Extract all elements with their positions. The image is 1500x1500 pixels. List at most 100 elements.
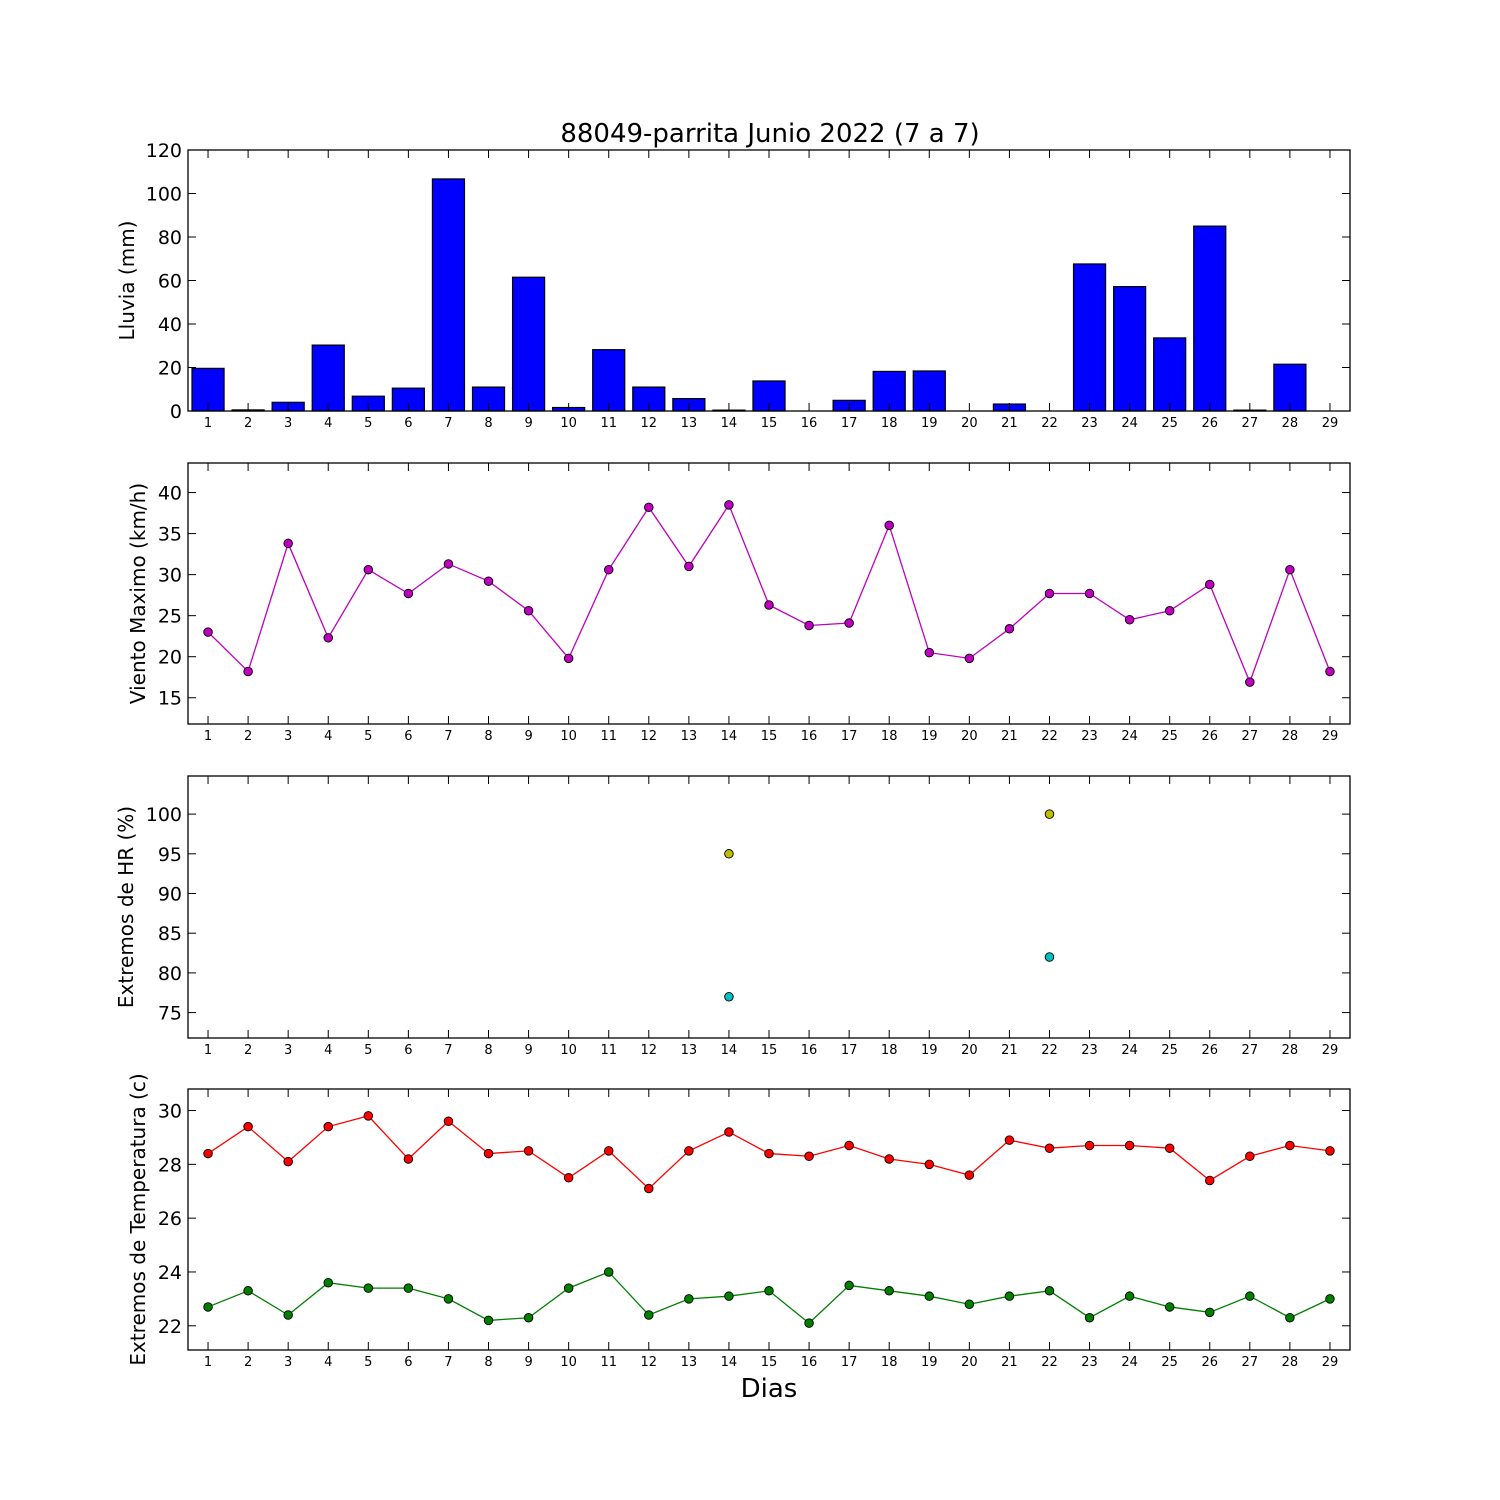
x-tick-label: 17 (841, 1355, 858, 1370)
x-tick-label: 20 (961, 729, 978, 744)
point-s1-day-17 (844, 618, 854, 628)
point-s1-day-14 (724, 849, 734, 859)
x-tick-label: 22 (1041, 1355, 1058, 1370)
x-tick-label: 17 (841, 416, 858, 431)
x-tick-label: 28 (1282, 1355, 1299, 1370)
x-tick-label: 5 (364, 729, 372, 744)
point-s1-day-26 (1205, 579, 1215, 590)
y-tick-label: 30 (158, 565, 182, 587)
x-tick-label: 15 (761, 416, 778, 431)
y-axis-label: Extremos de HR (%) (114, 806, 138, 1008)
x-tick-label: 21 (1001, 729, 1018, 744)
x-tick-label: 16 (801, 729, 818, 744)
point-s2-day-5 (363, 1283, 374, 1293)
point-s1-day-4 (323, 633, 333, 643)
x-tick-label: 14 (721, 729, 738, 744)
y-axis-label: Lluvia (mm) (115, 221, 139, 341)
point-s1-day-29 (1325, 666, 1335, 677)
x-tick-label: 6 (404, 416, 412, 431)
point-s1-day-14 (724, 1127, 734, 1137)
x-tick-label: 27 (1242, 1043, 1259, 1058)
point-s1-day-27 (1245, 1151, 1255, 1162)
point-s1-day-3 (283, 1156, 293, 1167)
x-tick-label: 18 (881, 416, 898, 431)
x-tick-label: 7 (444, 729, 452, 744)
x-tick-label: 12 (641, 416, 658, 431)
y-tick-label: 90 (158, 884, 182, 906)
point-s1-day-25 (1164, 605, 1175, 616)
x-tick-label: 29 (1322, 416, 1339, 431)
point-s1-day-2 (243, 1121, 253, 1132)
x-tick-label: 2 (244, 729, 252, 744)
point-s2-day-22 (1044, 952, 1055, 962)
x-tick-label: 20 (961, 1355, 978, 1370)
x-tick-label: 3 (284, 416, 292, 431)
point-s1-day-21 (1004, 1135, 1015, 1145)
point-s1-day-24 (1124, 615, 1135, 625)
point-s2-day-3 (283, 1310, 293, 1320)
point-s2-day-20 (964, 1299, 975, 1310)
series-line-2 (207, 1271, 1331, 1324)
x-tick-label: 2 (244, 416, 252, 431)
x-tick-label: 18 (881, 1043, 898, 1058)
bar-day-24 (1112, 285, 1147, 412)
point-s2-day-14 (724, 1291, 734, 1301)
point-s2-day-28 (1285, 1312, 1295, 1323)
x-tick-label: 15 (761, 1043, 778, 1058)
x-axis-label: Dias (741, 1374, 798, 1404)
x-tick-label: 1 (204, 416, 212, 431)
point-s2-day-26 (1205, 1307, 1215, 1318)
x-tick-label: 2 (244, 1043, 252, 1058)
x-tick-label: 2 (244, 1355, 252, 1370)
point-s1-day-19 (924, 647, 935, 658)
y-tick-label: 95 (158, 844, 182, 866)
point-s2-day-22 (1044, 1286, 1055, 1296)
x-tick-label: 20 (961, 1043, 978, 1058)
y-tick-label: 25 (158, 606, 182, 628)
bar-day-9 (511, 276, 546, 412)
x-tick-label: 14 (721, 416, 738, 431)
x-tick-label: 13 (681, 729, 698, 744)
x-tick-label: 13 (681, 1043, 698, 1058)
point-s1-day-5 (363, 1111, 374, 1121)
point-s1-day-24 (1124, 1140, 1135, 1151)
point-s2-day-16 (804, 1318, 814, 1328)
y-tick-label: 30 (158, 1101, 182, 1123)
point-s2-day-2 (243, 1286, 253, 1296)
y-tick-label: 120 (146, 140, 182, 162)
x-tick-label: 9 (524, 1043, 532, 1058)
point-s1-day-13 (684, 1146, 694, 1156)
x-tick-label: 12 (641, 1043, 658, 1058)
point-s1-day-21 (1004, 624, 1015, 634)
x-tick-label: 14 (721, 1043, 738, 1058)
y-tick-label: 40 (158, 314, 182, 336)
x-tick-label: 23 (1081, 416, 1098, 431)
x-tick-label: 7 (444, 1355, 452, 1370)
point-s1-day-11 (603, 564, 614, 575)
y-tick-label: 26 (158, 1208, 182, 1230)
point-s2-day-29 (1325, 1294, 1335, 1304)
y-tick-label: 80 (158, 963, 182, 985)
y-axis-label: Viento Maximo (km/h) (126, 483, 150, 704)
point-s1-day-14 (724, 500, 734, 510)
x-tick-label: 11 (600, 416, 617, 431)
x-tick-label: 24 (1121, 416, 1138, 431)
x-tick-label: 1 (204, 1355, 212, 1370)
point-s1-day-13 (684, 561, 694, 572)
x-tick-label: 21 (1001, 1355, 1018, 1370)
x-tick-label: 18 (881, 1355, 898, 1370)
y-tick-label: 60 (158, 271, 182, 293)
x-tick-label: 28 (1282, 729, 1299, 744)
point-s2-day-17 (844, 1280, 854, 1291)
point-s1-day-9 (523, 1146, 534, 1156)
x-tick-label: 15 (761, 729, 778, 744)
x-tick-label: 23 (1081, 1043, 1098, 1058)
bar-day-7 (431, 178, 466, 412)
point-s1-day-15 (764, 1148, 774, 1159)
point-s2-day-9 (523, 1312, 534, 1323)
point-s1-day-12 (644, 1183, 654, 1194)
point-s1-day-20 (964, 1170, 975, 1180)
point-s1-day-9 (523, 605, 534, 616)
point-s2-day-19 (924, 1291, 935, 1301)
x-tick-label: 16 (801, 416, 818, 431)
